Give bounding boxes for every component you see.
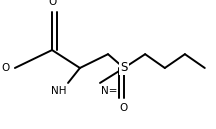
Text: S: S [120, 62, 128, 74]
Text: NH: NH [51, 86, 67, 96]
Text: O: O [120, 103, 128, 113]
Text: O: O [48, 0, 56, 7]
Text: N=: N= [101, 86, 118, 96]
Text: O: O [1, 63, 10, 73]
